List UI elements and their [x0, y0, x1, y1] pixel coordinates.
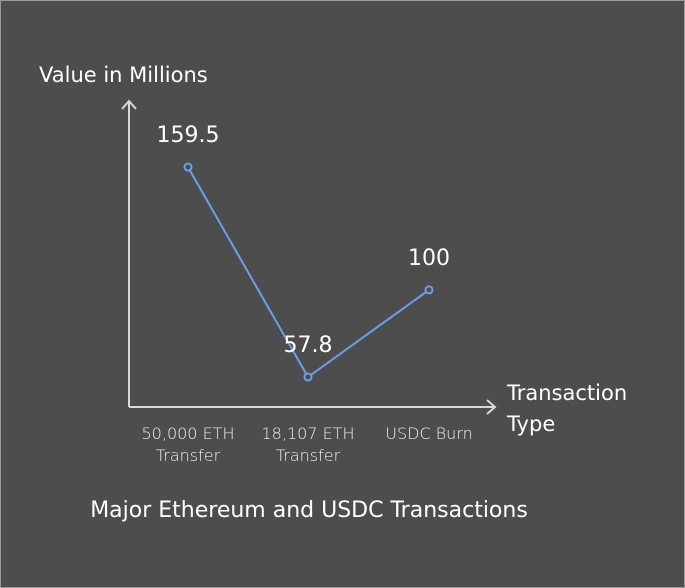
x-tick-label: 50,000 ETH Transfer [141, 424, 235, 465]
x-tick-label: 18,107 ETH Transfer [261, 424, 355, 465]
data-label: 100 [408, 245, 450, 271]
point [424, 285, 434, 295]
point [183, 162, 193, 172]
x-axis-label: Transaction Type [507, 381, 628, 436]
data-label: 159.5 [156, 123, 220, 149]
x-tick-label: USDC Burn [385, 424, 473, 443]
point [303, 372, 313, 382]
x-axis [129, 399, 497, 415]
y-axis-label: Value in Millions [39, 63, 208, 87]
y-axis [121, 99, 137, 407]
data-label: 57.8 [283, 333, 333, 359]
chart-title: Major Ethereum and USDC Transactions [90, 498, 528, 523]
